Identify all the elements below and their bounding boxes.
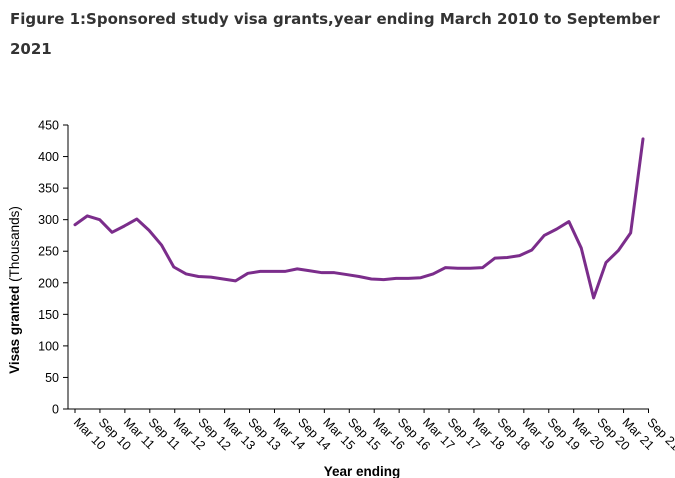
data-point: [419, 276, 422, 279]
y-tick-label: 150: [38, 308, 59, 322]
data-point: [148, 229, 151, 232]
data-point: [345, 273, 348, 276]
data-point: [172, 266, 175, 269]
data-point: [469, 267, 472, 270]
series-line: [73, 137, 645, 300]
data-point: [259, 270, 262, 273]
data-point: [432, 272, 435, 275]
y-tick-label: 0: [52, 403, 59, 417]
y-tick-labels: 0 50 100 150 200 250 300 350 400 450: [38, 119, 59, 417]
y-tick-label: 450: [38, 119, 59, 133]
y-axis-title: Visas granted (Thousands): [7, 206, 22, 374]
data-point: [320, 271, 323, 274]
data-point: [234, 279, 237, 282]
y-tick-label: 250: [38, 245, 59, 259]
data-point: [629, 231, 632, 234]
data-point: [296, 267, 299, 270]
data-point: [407, 277, 410, 280]
data-point: [530, 248, 533, 251]
axes: [63, 124, 649, 413]
data-point: [506, 256, 509, 259]
chart-title: Figure 1:Sponsored study visa grants,yea…: [10, 10, 660, 58]
y-axis-title-unit: (Thousands): [7, 206, 22, 286]
data-point: [642, 137, 645, 140]
data-point: [135, 218, 138, 221]
data-point: [197, 275, 200, 278]
data-point: [580, 247, 583, 250]
data-point: [456, 267, 459, 270]
data-point: [209, 276, 212, 279]
y-tick-label: 200: [38, 276, 59, 290]
data-point: [567, 220, 570, 223]
data-point: [543, 234, 546, 237]
y-tick-label: 300: [38, 213, 59, 227]
data-point: [518, 254, 521, 257]
data-point: [222, 277, 225, 280]
data-point: [74, 223, 77, 226]
data-point: [617, 249, 620, 252]
data-point: [592, 296, 595, 299]
data-point: [98, 218, 101, 221]
y-tick-label: 350: [38, 182, 59, 196]
data-point: [370, 277, 373, 280]
y-tick-label: 400: [38, 150, 59, 164]
data-point: [481, 266, 484, 269]
data-point: [123, 224, 126, 227]
data-point: [444, 266, 447, 269]
y-axis-title-bold: Visas granted: [7, 286, 22, 374]
data-point: [271, 270, 274, 273]
data-point: [308, 269, 311, 272]
data-point: [160, 243, 163, 246]
series-layer: [73, 137, 645, 300]
data-point: [283, 270, 286, 273]
data-point: [604, 261, 607, 264]
data-point: [111, 231, 114, 234]
y-tick-label: 100: [38, 339, 59, 353]
data-point: [493, 257, 496, 260]
data-point: [333, 271, 336, 274]
data-point: [395, 277, 398, 280]
x-axis-title: Year ending: [324, 464, 401, 478]
data-point: [382, 278, 385, 281]
data-point: [358, 275, 361, 278]
data-point: [555, 228, 558, 231]
data-point: [246, 272, 249, 275]
data-point: [185, 272, 188, 275]
data-point: [86, 214, 89, 217]
y-tick-label: 50: [45, 371, 59, 385]
